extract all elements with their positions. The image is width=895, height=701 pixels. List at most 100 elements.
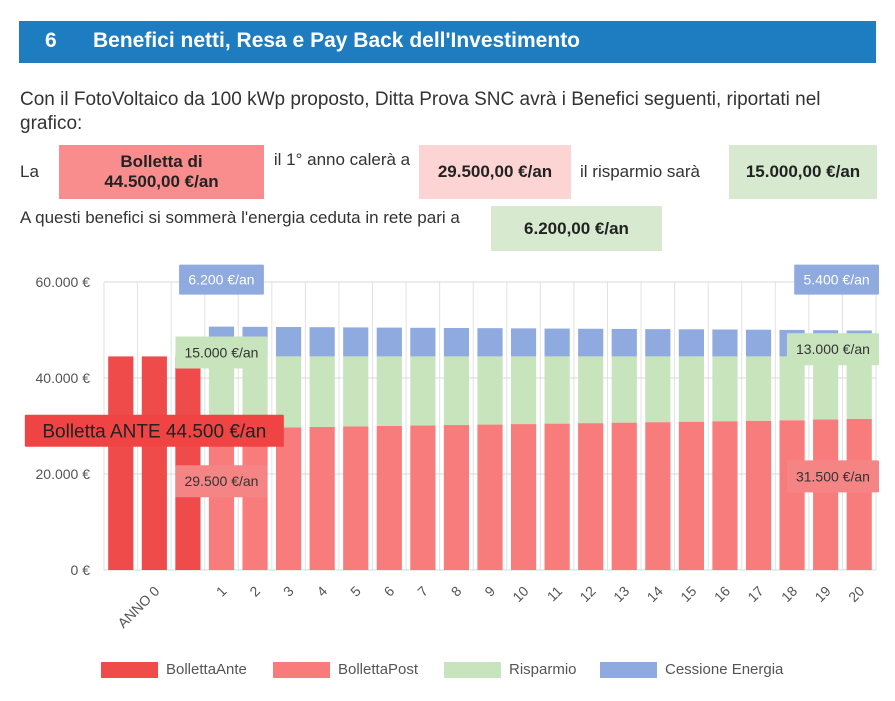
- bar-cessione: [276, 327, 302, 357]
- x-tick-label: 5: [347, 583, 364, 600]
- bar-risparmio: [846, 356, 872, 419]
- row2-text: A questi benefici si sommerà l'energia c…: [20, 208, 460, 227]
- bill-before-box: Bolletta di 44.500,00 €/an: [59, 145, 264, 199]
- bar-cessione: [678, 329, 704, 357]
- bar-risparmio: [309, 356, 335, 427]
- bar-bolletta-post: [611, 422, 637, 570]
- bar-bolletta-post: [779, 420, 805, 570]
- x-tick-label: 9: [481, 583, 498, 600]
- x-tick-label: 20: [845, 583, 867, 605]
- bar-cessione: [510, 328, 537, 357]
- data-label: 29.500 €/an: [184, 473, 258, 489]
- bar-risparmio: [376, 356, 402, 426]
- bar-cessione: [578, 328, 604, 357]
- x-tick-label: 7: [414, 583, 431, 600]
- bar-bolletta-post: [745, 420, 772, 570]
- bar-bolletta-ante: [141, 356, 167, 570]
- bar-bolletta-post: [410, 425, 436, 570]
- x-tick-label: ANNO 0: [114, 583, 162, 631]
- bar-bolletta-post: [712, 421, 738, 570]
- bar-bolletta-post: [645, 422, 671, 570]
- data-label-box: [24, 414, 284, 447]
- bar-risparmio: [443, 356, 470, 426]
- legend-swatch-bolletta-post: [273, 662, 330, 678]
- data-label-box: [175, 465, 268, 498]
- bar-bolletta-post: [846, 418, 872, 570]
- x-tick-label: 6: [381, 583, 398, 600]
- bar-cessione: [343, 327, 369, 357]
- legend-swatch-cessione: [600, 662, 657, 678]
- x-tick-label: 8: [448, 583, 465, 600]
- data-label: 5.400 €/an: [804, 272, 870, 288]
- x-tick-label: 18: [778, 583, 800, 605]
- row1-prefix: La: [20, 162, 39, 181]
- x-tick-label: 2: [246, 583, 263, 600]
- data-label: 6.200 €/an: [188, 272, 254, 288]
- x-tick-label: 12: [576, 583, 598, 605]
- data-label-box: [786, 333, 879, 366]
- bar-risparmio: [712, 356, 738, 422]
- bar-risparmio: [678, 356, 704, 422]
- bar-risparmio: [477, 356, 503, 425]
- data-label: 31.500 €/an: [796, 468, 870, 484]
- row1-mid-text: il 1° anno calerà a: [273, 150, 411, 169]
- bar-cessione: [376, 327, 402, 357]
- x-tick-label: 15: [677, 583, 699, 605]
- y-tick-label: 40.000 €: [36, 370, 91, 386]
- y-tick-label: 0 €: [71, 562, 91, 578]
- x-tick-label: 19: [811, 583, 833, 605]
- bar-cessione: [645, 329, 671, 357]
- bar-bolletta-post: [208, 428, 235, 570]
- bar-risparmio: [611, 356, 637, 423]
- bar-bolletta-ante: [175, 356, 201, 570]
- bar-cessione: [309, 327, 335, 357]
- x-tick-label: 13: [610, 583, 632, 605]
- bar-cessione: [544, 328, 570, 357]
- x-tick-label: 14: [644, 583, 666, 605]
- bar-bolletta-post: [544, 423, 570, 570]
- bar-bolletta-post: [276, 427, 302, 570]
- data-label-box: [175, 336, 268, 369]
- section-title: Benefici netti, Resa e Pay Back dell'Inv…: [93, 29, 581, 52]
- bar-risparmio: [410, 356, 436, 426]
- bar-cessione: [477, 328, 503, 357]
- x-tick-label: 3: [280, 583, 297, 600]
- bar-cessione: [443, 327, 470, 357]
- legend-label-cessione: Cessione Energia: [665, 661, 784, 678]
- x-tick-label: 11: [544, 583, 566, 605]
- data-label-box: [794, 264, 879, 295]
- bar-risparmio: [343, 356, 369, 427]
- data-label: 13.000 €/an: [796, 341, 870, 357]
- data-label-box: [786, 460, 879, 493]
- intro-text: Con il FotoVoltaico da 100 kWp proposto,…: [20, 89, 821, 134]
- x-tick-label: 17: [744, 583, 766, 605]
- bar-risparmio: [745, 356, 772, 421]
- x-tick-label: 10: [509, 583, 531, 605]
- bar-risparmio: [578, 356, 604, 424]
- bar-bolletta-post: [309, 426, 335, 570]
- bar-risparmio: [813, 356, 839, 420]
- bill-after-box: 29.500,00 €/an: [419, 145, 571, 199]
- legend-swatch-bolletta-ante: [101, 662, 158, 678]
- data-label: Bolletta ANTE 44.500 €/an: [42, 422, 266, 443]
- bar-bolletta-post: [510, 424, 537, 570]
- bar-bolletta-post: [678, 421, 704, 570]
- bar-bolletta-post: [343, 426, 369, 570]
- bar-risparmio: [544, 356, 570, 424]
- saving-box: 15.000,00 €/an: [729, 145, 877, 199]
- bar-bolletta-post: [813, 419, 839, 570]
- bar-bolletta-post: [443, 425, 470, 570]
- section-header: 6 Benefici netti, Resa e Pay Back dell'I…: [19, 21, 876, 63]
- energy-box: 6.200,00 €/an: [491, 206, 662, 251]
- legend-label-bolletta-ante: BollettaAnte: [166, 661, 247, 678]
- bar-risparmio: [779, 356, 805, 421]
- bar-cessione: [712, 329, 738, 357]
- data-label-box: [179, 264, 264, 295]
- bar-bolletta-post: [578, 423, 604, 570]
- bar-cessione: [611, 328, 637, 357]
- legend-swatch-risparmio: [444, 662, 501, 678]
- bar-bolletta-post: [376, 426, 402, 570]
- section-number: 6: [45, 29, 57, 52]
- bar-risparmio: [645, 356, 671, 423]
- data-label: 15.000 €/an: [184, 345, 258, 361]
